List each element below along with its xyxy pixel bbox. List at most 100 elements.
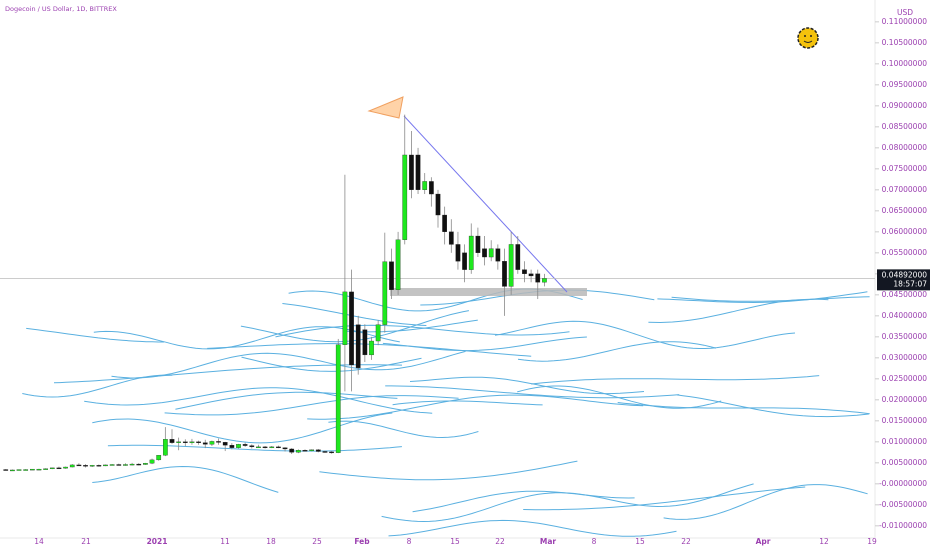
y-tick-label: 0.02000000	[882, 395, 928, 404]
wave-line	[26, 327, 165, 343]
trend-line	[403, 115, 568, 293]
x-tick-label: 12	[819, 537, 829, 546]
y-tick-label: 0.06500000	[882, 206, 928, 215]
candle-body	[428, 181, 434, 195]
y-tick-label: 0.01000000	[882, 437, 928, 446]
y-tick-label: 0.08000000	[882, 143, 928, 152]
candle-body	[229, 445, 235, 448]
candle-body	[349, 291, 354, 366]
candle-body	[156, 455, 162, 461]
candle-body	[395, 239, 401, 290]
sun-icon	[797, 27, 819, 49]
candle-body	[136, 463, 142, 466]
y-tick-label: 0.11000000	[882, 17, 928, 26]
candle-body	[123, 464, 128, 466]
candle-body	[103, 464, 108, 467]
candle-body	[149, 459, 155, 464]
y-tick-label: 0.01500000	[882, 416, 928, 425]
candle-body	[249, 445, 255, 448]
candle-body	[189, 441, 195, 443]
candle-body	[495, 248, 501, 262]
candle-body	[282, 447, 288, 450]
candle-body	[482, 248, 487, 258]
candle-body	[502, 261, 507, 287]
candle-body	[342, 291, 348, 345]
wave-line	[663, 484, 868, 520]
x-tick-label: 15	[450, 537, 460, 546]
candle-body	[488, 248, 494, 258]
x-tick-label: 22	[681, 537, 691, 546]
y-tick-label: 0.03500000	[882, 332, 928, 341]
chart-title: Dogecoin / US Dollar, 1D, BITTREX	[5, 5, 117, 13]
candle-body	[315, 449, 321, 452]
candle-body	[3, 469, 9, 471]
wave-line	[676, 394, 869, 418]
candle-body	[515, 244, 521, 270]
candle-body	[422, 181, 428, 190]
candle-body	[89, 465, 95, 467]
x-tick-label: 18	[266, 537, 276, 546]
candle-body	[309, 449, 315, 451]
candle-body	[16, 469, 22, 471]
x-tick-label: 15	[635, 537, 645, 546]
y-tick-label: 0.05500000	[882, 248, 928, 257]
x-tick-label: 2021	[147, 537, 168, 546]
wave-line	[617, 402, 870, 415]
x-tick-label: 25	[312, 537, 322, 546]
candle-body	[143, 463, 148, 465]
candle-body	[455, 244, 461, 262]
wave-line	[164, 395, 459, 416]
y-tick-label: 0.03000000	[882, 353, 928, 362]
candle-body	[202, 442, 208, 445]
wave-line	[412, 490, 635, 513]
candle-body	[49, 467, 55, 470]
candle-body	[129, 463, 135, 466]
wave-line	[92, 412, 393, 444]
x-tick-label: 11	[220, 537, 230, 546]
candle-body	[256, 446, 261, 449]
candle-body	[116, 464, 122, 466]
candle-body	[369, 340, 374, 356]
x-tick-label: 19	[867, 537, 877, 546]
candle-body	[269, 446, 275, 449]
candle-body	[176, 441, 181, 443]
wave-line	[671, 296, 870, 302]
candle-body	[36, 468, 42, 471]
candle-body	[375, 324, 381, 342]
y-tick-label: 0.09500000	[882, 80, 928, 89]
candle-body	[69, 464, 75, 468]
candle-body	[83, 465, 88, 467]
candle-body	[508, 244, 514, 287]
candle-body	[262, 446, 268, 449]
candle-body	[43, 468, 49, 470]
wave-line	[175, 391, 398, 410]
candle-body	[76, 464, 82, 467]
candle-body	[302, 450, 308, 452]
candle-body	[528, 273, 534, 277]
y-tick-label: 0.04000000	[882, 311, 928, 320]
candle-body	[10, 469, 15, 472]
wave-line	[307, 394, 644, 420]
y-tick-label: 0.07500000	[882, 164, 928, 173]
candle-body	[402, 154, 408, 240]
candle-body	[448, 231, 454, 245]
y-tick-label: 0.06000000	[882, 227, 928, 236]
wave-line	[319, 460, 578, 481]
y-tick-label: 0.10000000	[882, 59, 928, 68]
candle-body	[196, 441, 201, 443]
candle-body	[415, 154, 421, 190]
wave-line	[657, 291, 868, 304]
candle-body	[468, 235, 474, 270]
candle-body	[109, 464, 115, 466]
x-tick-label: Apr	[756, 537, 771, 546]
wave-line	[53, 364, 403, 384]
candle-body	[442, 214, 448, 232]
price-tag-countdown: 18:57:07	[893, 279, 927, 288]
support-zone	[390, 288, 587, 296]
candle-body	[435, 193, 441, 216]
wave-drawings	[22, 288, 870, 537]
candle-body	[209, 441, 215, 445]
candle-body	[409, 154, 414, 190]
wave-line	[92, 465, 279, 493]
